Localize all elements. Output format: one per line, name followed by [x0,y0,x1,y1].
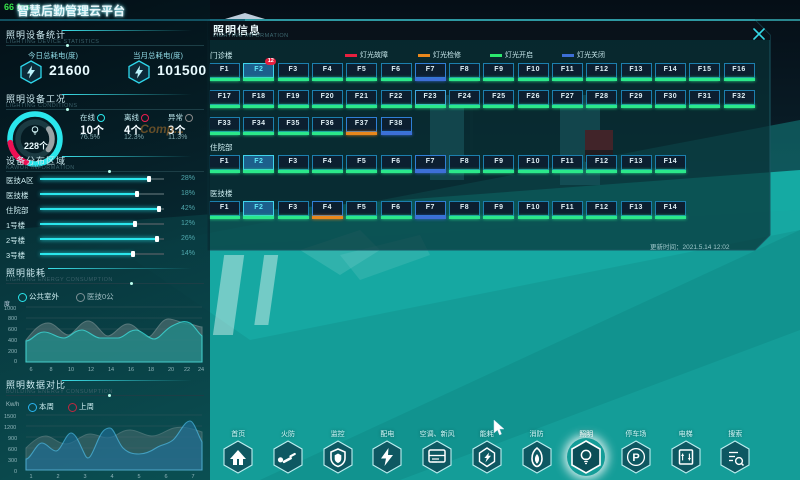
svg-text:200: 200 [8,349,17,355]
svg-text:800: 800 [8,316,17,322]
svg-text:P: P [632,452,639,464]
svg-text:8: 8 [49,367,52,373]
svg-text:7: 7 [191,474,194,478]
svg-text:400: 400 [8,338,17,344]
svg-text:1: 1 [29,474,32,478]
svg-text:10: 10 [68,367,74,373]
svg-text:0: 0 [14,359,17,365]
svg-text:1000: 1000 [4,306,16,312]
svg-text:900: 900 [8,436,17,442]
svg-text:1200: 1200 [4,425,16,431]
svg-text:4: 4 [110,474,113,478]
svg-text:6: 6 [29,367,32,373]
svg-text:0: 0 [14,469,17,475]
svg-text:24: 24 [198,367,204,373]
svg-text:16: 16 [128,367,134,373]
svg-text:18: 18 [148,367,154,373]
svg-text:6: 6 [164,474,167,478]
svg-text:22: 22 [184,367,190,373]
svg-text:12: 12 [88,367,94,373]
svg-text:600: 600 [8,327,17,333]
svg-text:2: 2 [56,474,59,478]
svg-text:20: 20 [168,367,174,373]
svg-text:300: 300 [8,458,17,464]
svg-text:14: 14 [108,367,114,373]
svg-text:600: 600 [8,447,17,453]
svg-text:5: 5 [137,474,140,478]
svg-text:1500: 1500 [4,414,16,420]
svg-text:3: 3 [83,474,86,478]
